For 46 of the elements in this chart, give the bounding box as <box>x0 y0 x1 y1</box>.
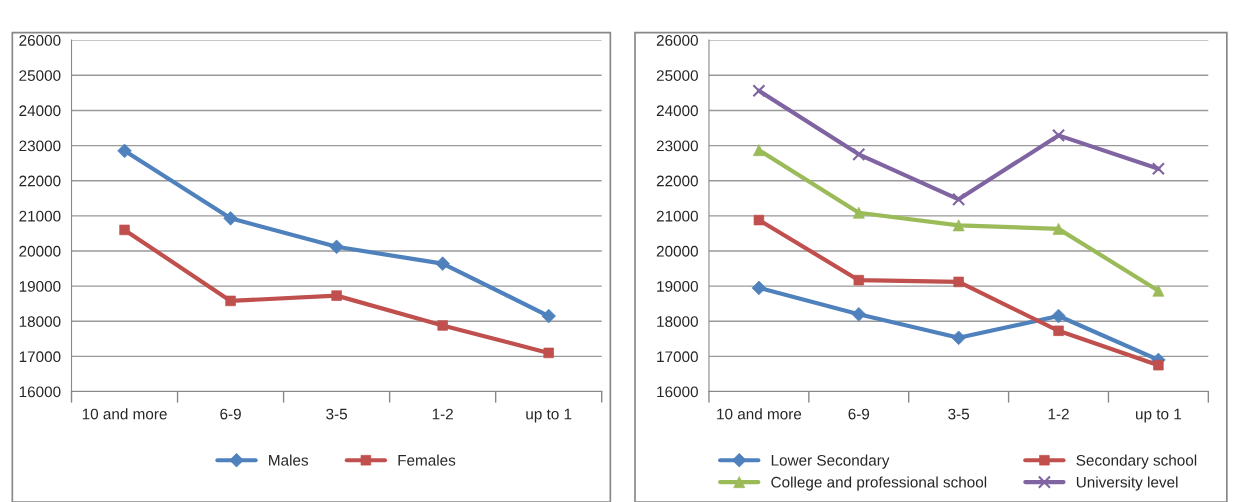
y-tick-label: 17000 <box>657 351 698 363</box>
y-tick-label: 21000 <box>19 210 61 222</box>
point <box>1051 128 1066 142</box>
x-tick-label: 1-2 <box>1048 408 1069 420</box>
point <box>752 84 766 98</box>
legend-label: Males <box>269 454 309 466</box>
y-tick-label: 25000 <box>19 70 61 81</box>
point <box>1151 162 1165 176</box>
legend-label: Secondary school <box>1076 454 1197 469</box>
x-tick-label: 10 and more <box>82 408 167 420</box>
legend-label: Lower Secondary <box>771 454 890 469</box>
x-tick-label: 10 and more <box>717 408 802 420</box>
point <box>543 347 554 359</box>
y-tick-label: 19000 <box>19 281 61 292</box>
x-tick-label: 3-5 <box>948 408 970 420</box>
y-tick-label: 16000 <box>19 386 61 398</box>
legend-label: University level <box>1076 476 1178 491</box>
point <box>852 147 866 161</box>
y-tick-label: 26000 <box>19 35 61 46</box>
point <box>853 274 864 286</box>
y-tick-label: 18000 <box>657 316 698 327</box>
y-tick-label: 24000 <box>656 105 698 117</box>
legend-label: Females <box>398 454 456 466</box>
y-tick-label: 22000 <box>19 175 61 187</box>
x-tick-label: 6-9 <box>220 408 241 420</box>
y-tick-label: 21000 <box>656 210 698 222</box>
x-tick-label: up to 1 <box>526 408 572 423</box>
y-tick-label: 20000 <box>656 245 698 257</box>
y-tick-label: 20000 <box>19 245 61 257</box>
x-tick-label: 6-9 <box>848 408 870 420</box>
x-tick-label: up to 1 <box>1136 408 1182 423</box>
y-tick-label: 23000 <box>19 140 61 152</box>
y-tick-label: 22000 <box>656 175 698 187</box>
x-tick-label: 1-2 <box>432 408 453 420</box>
point <box>952 192 966 206</box>
y-tick-label: 19000 <box>657 281 698 292</box>
legend-label: College and professional school <box>771 476 987 491</box>
y-tick-label: 24000 <box>19 105 61 117</box>
y-tick-label: 26000 <box>656 35 698 46</box>
y-tick-label: 18000 <box>19 316 61 327</box>
y-tick-label: 16000 <box>657 386 698 398</box>
y-tick-label: 25000 <box>656 70 698 81</box>
point <box>1051 308 1066 324</box>
y-tick-label: 17000 <box>19 351 61 363</box>
x-tick-label: 3-5 <box>326 408 348 420</box>
y-tick-label: 23000 <box>656 140 698 152</box>
